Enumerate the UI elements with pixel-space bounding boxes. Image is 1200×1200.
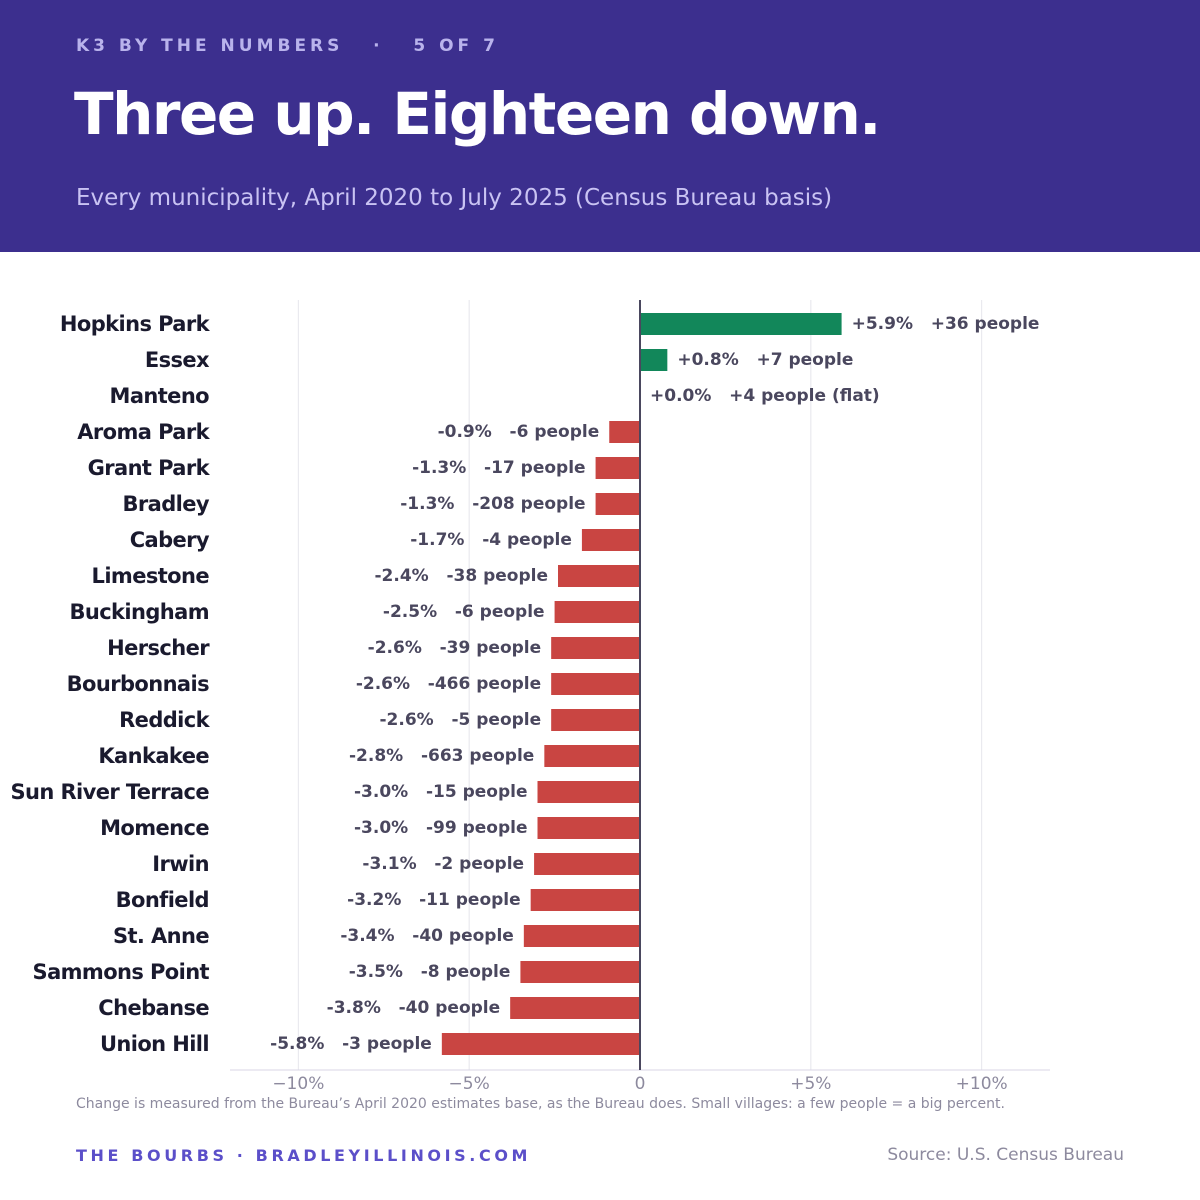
bar-chart: −10% −5% 0 +5% +10% Hopkins Park +5.9% +36 peo… xyxy=(11,300,1050,1092)
category-label: Buckingham xyxy=(69,600,209,624)
x-tick-label: +5% xyxy=(790,1074,831,1092)
bar xyxy=(520,961,640,983)
source-credit: Source: U.S. Census Bureau xyxy=(887,1145,1124,1165)
category-label: Bradley xyxy=(123,492,210,516)
data-label: -3.1% -2 people xyxy=(362,854,524,874)
x-tick-label: +10% xyxy=(956,1074,1008,1092)
category-label: Cabery xyxy=(130,528,210,552)
data-label: -1.3% -208 people xyxy=(400,494,585,514)
data-label: -2.6% -5 people xyxy=(379,710,541,730)
footnote: Change is measured from the Bureau’s Apr… xyxy=(76,1096,1005,1112)
category-label: Herscher xyxy=(107,636,210,660)
bar xyxy=(537,817,640,839)
bar xyxy=(609,421,640,443)
bar xyxy=(595,457,640,479)
bar xyxy=(510,997,640,1019)
bar xyxy=(554,601,640,623)
bar xyxy=(537,781,640,803)
category-label: Reddick xyxy=(119,708,211,732)
bar xyxy=(544,745,640,767)
x-tick-label: −5% xyxy=(449,1074,490,1092)
data-label: +5.9% +36 people xyxy=(852,314,1040,334)
data-label: -2.4% -38 people xyxy=(375,566,549,586)
x-tick-label: 0 xyxy=(635,1074,646,1092)
data-label: -1.3% -17 people xyxy=(412,458,586,478)
category-label: Union Hill xyxy=(100,1032,209,1056)
bar xyxy=(551,637,640,659)
bar xyxy=(441,1033,640,1055)
category-label: Kankakee xyxy=(98,744,209,768)
data-label: +0.8% +7 people xyxy=(677,350,853,370)
page-subtitle: Every municipality, April 2020 to July 2… xyxy=(76,185,833,211)
bar xyxy=(581,529,640,551)
category-label: Sun River Terrace xyxy=(11,780,210,804)
data-label: -3.0% -15 people xyxy=(354,782,528,802)
data-label: -3.4% -40 people xyxy=(340,926,514,946)
category-label: Grant Park xyxy=(88,456,211,480)
brand-link[interactable]: THE BOURBS · BRADLEYILLINOIS.COM xyxy=(76,1146,532,1165)
data-label: +0.0% +4 people (flat) xyxy=(650,386,880,406)
data-label: -3.2% -11 people xyxy=(347,890,521,910)
data-label: -3.8% -40 people xyxy=(327,998,501,1018)
category-label: Chebanse xyxy=(98,996,209,1020)
category-label: Bonfield xyxy=(116,888,209,912)
category-label: Limestone xyxy=(92,564,210,588)
header-banner: K3 BY THE NUMBERS · 5 OF 7 Three up. Eig… xyxy=(0,0,1200,252)
bar xyxy=(551,709,640,731)
data-label: -3.0% -99 people xyxy=(354,818,528,838)
bar xyxy=(530,889,640,911)
data-label: -2.8% -663 people xyxy=(349,746,534,766)
data-label: -2.5% -6 people xyxy=(383,602,545,622)
bar xyxy=(534,853,640,875)
category-label: Aroma Park xyxy=(77,420,210,444)
category-label: Momence xyxy=(100,816,209,840)
category-label: Essex xyxy=(145,348,210,372)
bar xyxy=(595,493,640,515)
data-label: -3.5% -8 people xyxy=(349,962,511,982)
bar xyxy=(551,673,640,695)
data-label: -2.6% -466 people xyxy=(356,674,541,694)
category-label: Sammons Point xyxy=(33,960,210,984)
bar xyxy=(523,925,640,947)
bar xyxy=(558,565,640,587)
data-label: -2.6% -39 people xyxy=(368,638,542,658)
data-label: -1.7% -4 people xyxy=(410,530,572,550)
category-label: Irwin xyxy=(152,852,209,876)
page-title: Three up. Eighteen down. xyxy=(74,80,881,148)
category-label: Hopkins Park xyxy=(60,312,211,336)
data-label: -5.8% -3 people xyxy=(270,1034,432,1054)
data-label: -0.9% -6 people xyxy=(438,422,600,442)
category-label: Manteno xyxy=(110,384,210,408)
category-label: Bourbonnais xyxy=(67,672,209,696)
bar xyxy=(640,349,668,371)
category-label: St. Anne xyxy=(113,924,209,948)
bar xyxy=(640,313,842,335)
kicker: K3 BY THE NUMBERS · 5 OF 7 xyxy=(76,36,499,56)
x-tick-label: −10% xyxy=(272,1074,324,1092)
